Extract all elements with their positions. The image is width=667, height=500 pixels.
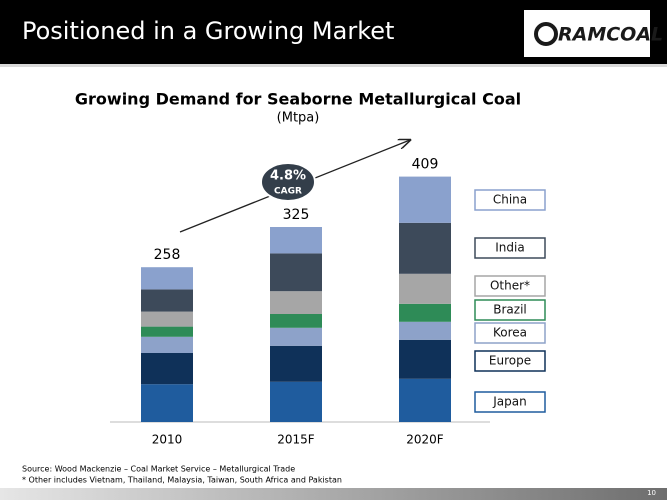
bar-segment (270, 345, 322, 382)
legend-box (474, 391, 546, 413)
bar-segment (141, 267, 193, 290)
bar-segment (141, 336, 193, 353)
legend-box (474, 322, 546, 344)
bar-segment (399, 222, 451, 274)
logo-icon (534, 22, 558, 46)
bar-segment (141, 384, 193, 422)
legend-box (474, 237, 546, 259)
logo-box (524, 10, 650, 57)
bar-segment (270, 314, 322, 328)
legend-box (474, 350, 546, 372)
bar-segment (399, 303, 451, 322)
legend-box (474, 275, 546, 297)
footnote: * Other includes Vietnam, Thailand, Mala… (22, 476, 342, 485)
legend-label: Europe (489, 354, 531, 368)
bar-segment (270, 327, 322, 346)
chart-subtitle: (Mtpa) (277, 111, 320, 126)
legend-box (474, 189, 546, 211)
slide-title: Positioned in a Growing Market (22, 17, 394, 45)
footer-bar (0, 488, 667, 500)
total-label: 409 (412, 157, 439, 173)
cagr-value: 4.8% (270, 169, 306, 184)
bar-segment (141, 289, 193, 312)
legend-label: Brazil (493, 303, 527, 317)
bar-segment (399, 378, 451, 422)
logo-text: RAMCOAL (558, 24, 663, 46)
bar-segment (141, 326, 193, 337)
x-tick-label: 2015F (277, 433, 315, 447)
legend-label: Other* (490, 279, 530, 293)
bar-segment (270, 381, 322, 422)
cagr-label: CAGR (274, 187, 302, 197)
x-tick-label: 2010 (152, 433, 183, 447)
legend-label: India (495, 241, 524, 255)
source-note: Source: Wood Mackenzie – Coal Market Ser… (22, 465, 295, 474)
bar-segment (141, 353, 193, 385)
bar-segment (399, 176, 451, 223)
cagr-badge (260, 162, 316, 202)
legend-label: Japan (492, 395, 526, 409)
total-label: 258 (154, 247, 181, 263)
legend-box (474, 299, 546, 321)
bar-segment (399, 273, 451, 304)
chart-title: Growing Demand for Seaborne Metallurgica… (75, 90, 521, 109)
x-tick-label: 2020F (406, 433, 444, 447)
header-rule (0, 64, 667, 67)
bar-segment (399, 339, 451, 379)
bar-segment (270, 227, 322, 254)
bar-segment (399, 321, 451, 340)
total-label: 325 (283, 207, 310, 223)
bar-segment (270, 253, 322, 292)
bar-segment (141, 311, 193, 327)
page-number: 10 (647, 489, 656, 497)
legend-label: China (493, 193, 527, 207)
bar-segment (270, 291, 322, 314)
legend-label: Korea (493, 326, 527, 340)
